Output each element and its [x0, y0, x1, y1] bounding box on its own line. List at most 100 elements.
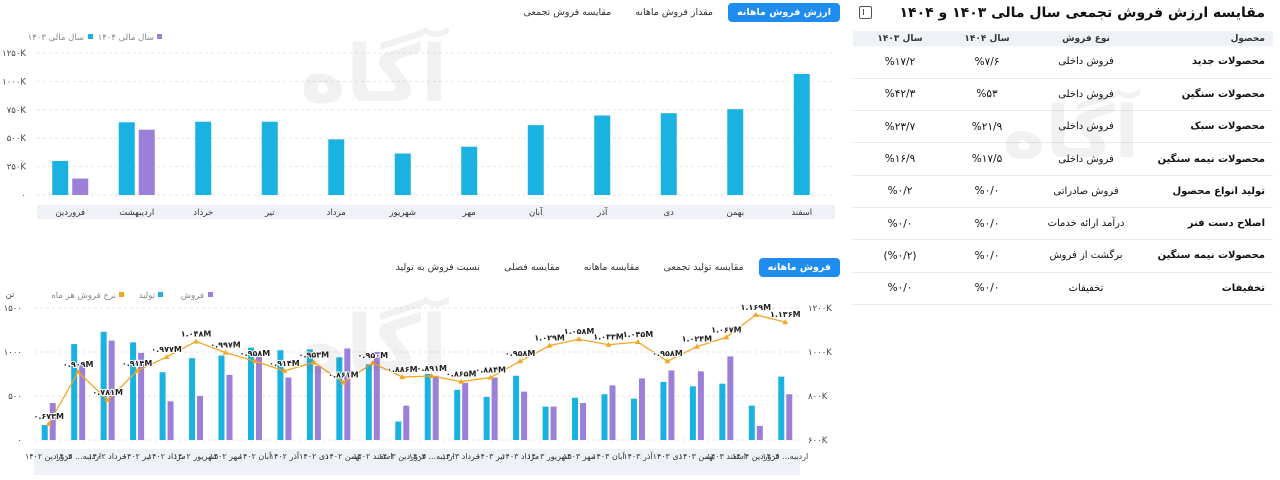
- bar-production: [189, 358, 196, 440]
- sales-rate-data-label: ۰.۹۰۹M: [63, 360, 94, 369]
- bar-sales: [580, 403, 587, 440]
- bar-1404: [72, 178, 89, 195]
- header-product: محصول: [1145, 31, 1273, 46]
- top-tab-0[interactable]: ارزش فروش ماهانه: [728, 3, 840, 22]
- x-tick-label: بهمن ۱۴۰۲: [325, 452, 361, 461]
- bar-production: [159, 372, 166, 440]
- sales-rate-point: [251, 358, 258, 364]
- x-axis-band: [34, 449, 800, 475]
- bar-production: [483, 396, 490, 440]
- x-tick-label: اسفند ۱۴۰۲: [353, 452, 392, 461]
- sales-rate-point: [723, 334, 730, 340]
- sales-rate-data-label: ۰.۸۸۴M: [475, 366, 506, 375]
- sales-rate-data-label: ۰.۸۶۵M: [446, 370, 477, 379]
- y-right-tick-label: ۱۰۰۰K: [808, 348, 832, 358]
- y-left-tick-label: ۵۰۰: [8, 392, 22, 402]
- table-header-row: محصول نوع فروش سال ۱۴۰۴ سال ۱۴۰۳: [853, 31, 1273, 46]
- bar-sales: [432, 375, 439, 440]
- y-left-tick-label: ۰: [17, 436, 22, 446]
- cell-value-1403: %۴۲/۳: [853, 78, 947, 112]
- cell-value-1403: %۰/۲: [853, 175, 947, 208]
- sales-rate-point: [664, 358, 671, 364]
- sales-rate-point: [605, 341, 612, 347]
- bottom-tab-0[interactable]: فروش ماهانه: [758, 258, 840, 277]
- cell-sales-type: تخفیفات: [1027, 272, 1145, 305]
- top-chart-tabs: ارزش فروش ماهانه مقدار فروش ماهانه مقایسه …: [514, 3, 840, 22]
- bar-sales: [668, 370, 675, 440]
- bottom-chart-tabs: فروش ماهانه مقایسه تولید تجمعی مقایسه ماها…: [387, 258, 840, 277]
- sales-rate-data-label: ۱.۰۳۳M: [593, 333, 624, 342]
- cell-product: محصولات سنگین: [1145, 78, 1273, 112]
- sales-rate-point: [104, 397, 111, 403]
- x-tick-label: مهر ۱۴۰۲: [209, 452, 241, 461]
- cell-value-1403: %۲۳/۷: [853, 110, 947, 144]
- top-tab-1[interactable]: مقدار فروش ماهانه: [635, 7, 713, 18]
- cell-sales-type: فروش داخلی: [1027, 78, 1145, 112]
- bar-1403: [793, 74, 810, 195]
- cell-value-1403: %۰/۰: [853, 207, 947, 241]
- sales-rate-point: [193, 338, 200, 344]
- bar-1403: [727, 109, 744, 195]
- cell-value-1404: %۱۷/۵: [947, 142, 1027, 176]
- comparison-table: محصول نوع فروش سال ۱۴۰۴ سال ۱۴۰۳ محصولات…: [853, 31, 1273, 305]
- sales-rate-data-label: ۱.۱۳۶M: [770, 310, 801, 319]
- y-right-tick-label: ۱۲۰۰K: [808, 304, 832, 314]
- bar-sales: [255, 352, 262, 440]
- bottom-tab-1[interactable]: مقایسه تولید تجمعی: [663, 262, 744, 273]
- header-year-1404: سال ۱۴۰۴: [947, 31, 1027, 46]
- sales-rate-data-label: ۰.۹۵۸M: [240, 349, 271, 358]
- bar-production: [306, 349, 313, 440]
- x-tick-label: شهریور: [388, 208, 416, 218]
- bar-production: [100, 331, 107, 440]
- bottom-tab-4[interactable]: نسبت فروش به تولید: [395, 262, 480, 273]
- legend-swatch-sales-rate: [119, 292, 124, 297]
- export-icon[interactable]: [859, 6, 872, 19]
- x-tick-label: آبان: [529, 206, 543, 218]
- bar-production: [365, 364, 372, 440]
- bar-production: [630, 398, 637, 440]
- x-tick-label: آذر ۱۴۰۳: [623, 451, 653, 461]
- y-left-tick-label: ۱۰۰۰: [4, 348, 22, 358]
- sales-rate-data-label: ۰.۹۷۷M: [151, 345, 182, 354]
- bar-sales: [462, 382, 469, 440]
- cell-value-1403: (%۰/۲): [853, 239, 947, 273]
- bar-production: [130, 342, 137, 440]
- x-tick-label: خرداد ۱۴۰۳: [442, 452, 480, 461]
- sales-rate-point: [782, 319, 789, 325]
- x-tick-label: تیر ۱۴۰۲: [123, 452, 152, 461]
- sales-rate-data-label: ۰.۷۸۱M: [92, 388, 123, 397]
- bar-production: [218, 355, 225, 440]
- x-tick-label: مرداد: [327, 208, 346, 218]
- bar-sales: [285, 377, 292, 440]
- x-tick-label: آبان ۱۴۰۳: [592, 451, 625, 461]
- bar-production: [748, 405, 755, 440]
- bar-1403: [394, 153, 411, 195]
- bar-1403: [261, 121, 278, 195]
- y-tick-label: ۱۲۵۰K: [2, 49, 26, 59]
- y-left-tick-label: ۱۵۰۰: [4, 304, 22, 314]
- panel-title: مقایسه ارزش فروش تجمعی سال مالی ۱۴۰۳ و ۱…: [899, 5, 1265, 21]
- cell-sales-type: فروش صادراتی: [1027, 175, 1145, 208]
- bar-1403: [461, 146, 478, 195]
- table-row: محصولات نیمه سنگین برگشت از فروش %۰/۰ (%۰/۲…: [853, 239, 1273, 273]
- bar-production: [689, 386, 696, 440]
- bar-sales: [167, 401, 174, 440]
- sales-rate-data-label: ۱.۰۶۷M: [711, 325, 742, 334]
- x-tick-label: دی ۱۴۰۳: [653, 452, 683, 461]
- bar-sales: [697, 371, 704, 440]
- cell-product: محصولات نیمه سنگین: [1145, 142, 1273, 176]
- bar-sales: [49, 403, 56, 440]
- x-tick-label: اردیبهشت: [119, 208, 154, 218]
- bar-1403: [118, 122, 135, 195]
- sales-rate-point: [752, 311, 759, 317]
- sales-rate-point: [281, 367, 288, 373]
- bar-sales: [786, 394, 793, 440]
- legend-swatch-sales: [208, 292, 213, 297]
- x-tick-label: مرداد ۱۴۰۲: [148, 452, 186, 461]
- monthly-production-sales-svg: تن ۰ ۵۰۰ ۱۰۰۰ ۱۵۰۰ ۶۰۰K ۸۰۰K ۱۰۰۰K ۱۲۰۰K فروش تولی…: [4, 290, 832, 475]
- cell-value-1404: %۷/۶: [947, 46, 1027, 79]
- bottom-tab-2[interactable]: مقایسه ماهانه: [583, 262, 640, 273]
- top-tab-2[interactable]: مقایسه فروش تجمعی: [523, 7, 612, 18]
- bottom-tab-3[interactable]: مقایسه فصلی: [503, 262, 560, 273]
